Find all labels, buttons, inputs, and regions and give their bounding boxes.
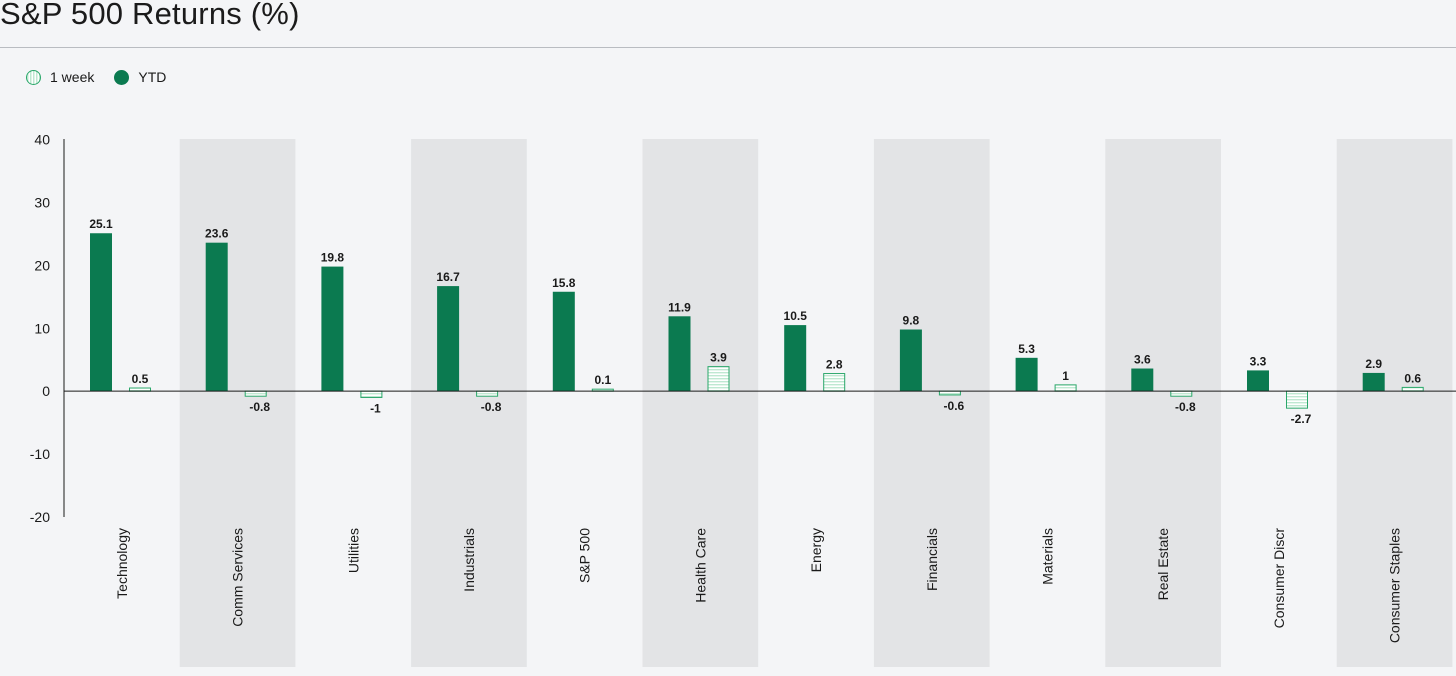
category-label-utilities: Utilities [345,528,361,573]
category-label-financials: Financials [924,528,940,591]
week-bar-comm-services[interactable] [244,390,267,397]
category-band-real-estate [1105,139,1221,667]
ytd-data-label: 10.5 [784,309,808,323]
y-tick-label: 40 [34,132,50,148]
ytd-bar-s-p-500[interactable] [552,291,575,392]
ytd-bar-financials[interactable] [899,329,922,392]
ytd-bar-materials[interactable] [1015,357,1038,392]
week-data-label: 0.6 [1404,371,1421,385]
category-label-s-p-500: S&P 500 [577,528,593,583]
ytd-data-label: 11.9 [668,300,691,314]
week-data-label: 0.5 [132,372,149,386]
y-tick-label: 0 [42,383,50,399]
legend-label-1-week: 1 week [50,69,95,85]
ytd-bar-energy[interactable] [784,325,807,392]
category-label-health-care: Health Care [692,528,708,603]
week-bar-real-estate[interactable] [1170,390,1193,397]
week-bar-consumer-staples[interactable] [1401,386,1424,392]
week-data-label: -0.6 [944,399,965,413]
ytd-data-label: 5.3 [1018,342,1035,356]
category-band-comm-services [179,139,296,667]
week-bar-materials[interactable] [1054,384,1077,392]
legend-item-1-week[interactable]: 1 week [26,69,94,85]
week-data-label: -0.8 [1175,400,1196,414]
ytd-data-label: 15.8 [552,276,576,290]
y-tick-label: -10 [30,446,50,462]
category-label-consumer-discr: Consumer Discr [1271,528,1287,629]
ytd-bar-consumer-discr[interactable] [1247,370,1269,392]
chart-title: S&P 500 Returns (%) [0,0,300,31]
category-label-comm-services: Comm Services [230,528,246,627]
category-label-real-estate: Real Estate [1155,528,1171,601]
category-label-consumer-staples: Consumer Staples [1387,528,1403,643]
week-bar-health-care[interactable] [707,366,730,392]
hatched-circle-icon [26,69,41,85]
ytd-bar-real-estate[interactable] [1131,368,1154,392]
ytd-data-label: 25.1 [89,217,113,231]
week-bar-financials[interactable] [938,390,961,396]
ytd-data-label: 19.8 [321,251,345,265]
ytd-data-label: 2.9 [1365,357,1382,371]
week-data-label: -0.8 [481,400,502,414]
ytd-bar-technology[interactable] [90,233,112,392]
solid-circle-icon [114,69,130,85]
ytd-data-label: 23.6 [205,227,229,241]
week-data-label: 3.9 [710,351,727,365]
week-data-label: 0.1 [594,373,611,387]
category-label-industrials: Industrials [461,528,477,592]
week-data-label: 2.8 [826,358,843,372]
week-bar-industrials[interactable] [476,390,499,397]
chart-legend: 1 week YTD [26,68,166,86]
category-band-consumer-staples [1336,139,1453,667]
ytd-data-label: 3.6 [1134,353,1151,367]
week-bar-energy[interactable] [823,373,846,392]
week-data-label: -1 [370,401,381,415]
week-bar-utilities[interactable] [360,390,383,398]
category-band-health-care [642,139,759,667]
ytd-data-label: 9.8 [903,314,920,328]
y-tick-label: 10 [34,320,50,336]
category-band-financials [873,139,990,667]
ytd-bar-utilities[interactable] [321,266,344,392]
title-divider [0,47,1456,48]
ytd-bar-industrials[interactable] [437,286,460,392]
category-label-materials: Materials [1039,528,1055,585]
category-label-energy: Energy [808,528,824,572]
legend-item-ytd[interactable]: YTD [114,69,166,85]
week-bar-consumer-discr[interactable] [1286,390,1308,409]
category-band-industrials [411,139,527,667]
ytd-data-label: 3.3 [1250,354,1267,368]
category-label-technology: Technology [114,528,130,599]
ytd-bar-health-care[interactable] [668,316,691,392]
ytd-bar-consumer-staples[interactable] [1362,372,1385,392]
week-data-label: -0.8 [249,400,270,414]
ytd-bar-comm-services[interactable] [205,242,228,392]
y-tick-label: 30 [34,194,50,210]
week-data-label: 1 [1062,369,1069,383]
y-tick-label: -20 [30,509,50,525]
week-data-label: -2.7 [1291,412,1312,426]
y-tick-label: 20 [34,257,50,273]
legend-label-ytd: YTD [138,69,167,85]
ytd-data-label: 16.7 [436,270,460,284]
